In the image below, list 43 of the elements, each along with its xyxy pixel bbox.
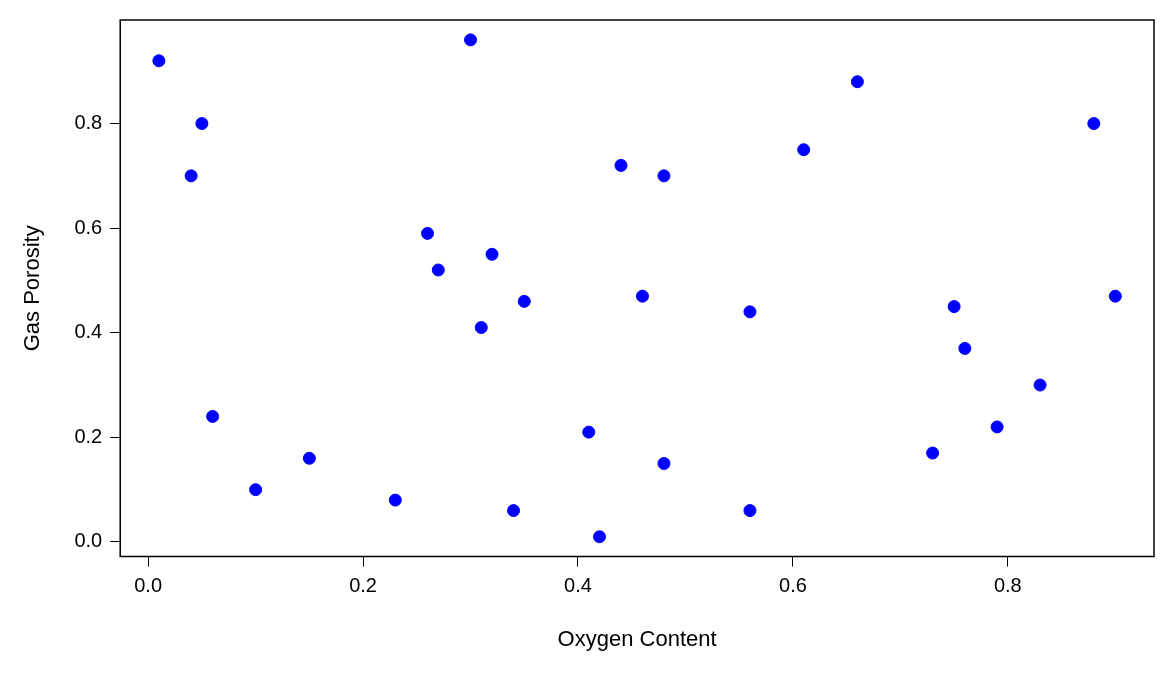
point: [206, 409, 220, 423]
x-tick-label: 0.8: [993, 574, 1022, 597]
point: [249, 483, 263, 497]
point: [302, 451, 316, 465]
point: [507, 504, 521, 518]
point: [485, 247, 499, 261]
point: [990, 420, 1004, 434]
x-tick-label: 0.0: [134, 574, 163, 597]
point: [614, 158, 628, 172]
point: [431, 263, 445, 277]
point: [1108, 289, 1122, 303]
point: [517, 294, 531, 308]
point: [184, 169, 198, 183]
point: [474, 321, 488, 335]
y-tick-label: 0.8: [74, 111, 103, 134]
point: [388, 493, 402, 507]
point: [743, 504, 757, 518]
y-tick-label: 0.0: [74, 529, 103, 552]
x-axis-title: Oxygen Content: [557, 625, 717, 651]
point: [635, 289, 649, 303]
point: [152, 54, 166, 68]
point: [947, 300, 961, 314]
y-axis-title: Gas Porosity: [19, 225, 45, 352]
point: [592, 530, 606, 544]
y-tick-label: 0.4: [74, 320, 103, 343]
point: [926, 446, 940, 460]
point: [657, 169, 671, 183]
point: [850, 75, 864, 89]
x-tick-label: 0.4: [564, 574, 592, 597]
point: [1033, 378, 1047, 392]
x-tick-label: 0.6: [779, 574, 807, 597]
point: [657, 457, 671, 471]
point: [582, 425, 596, 439]
point: [958, 341, 972, 355]
point: [195, 117, 209, 131]
point: [1087, 117, 1101, 131]
point: [421, 226, 435, 240]
x-tick-label: 0.2: [349, 574, 377, 597]
y-tick-label: 0.6: [74, 215, 103, 238]
point: [797, 143, 811, 157]
point: [743, 305, 757, 319]
point: [464, 33, 478, 47]
y-tick-label: 0.2: [74, 424, 103, 447]
